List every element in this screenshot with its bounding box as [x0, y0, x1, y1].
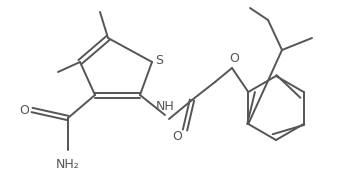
Text: O: O — [19, 103, 29, 116]
Text: O: O — [229, 52, 239, 65]
Text: O: O — [172, 129, 182, 142]
Text: NH₂: NH₂ — [56, 158, 80, 171]
Text: S: S — [155, 54, 163, 67]
Text: NH: NH — [155, 100, 174, 113]
